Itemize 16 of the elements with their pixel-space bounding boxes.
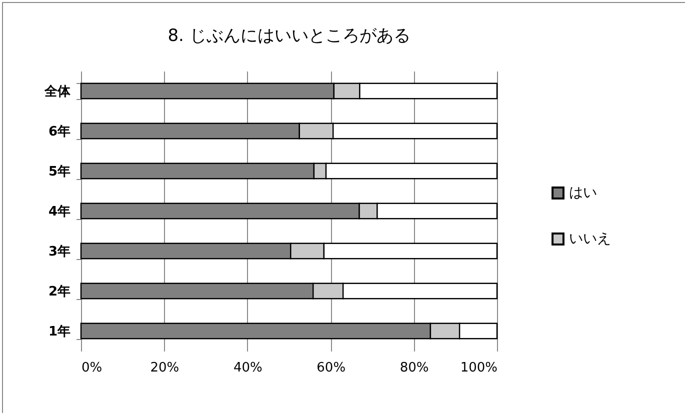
legend-label: いいえ [569,231,611,247]
y-tick-label: 全体 [44,84,72,100]
x-tick-label: 80% [400,360,429,376]
chart-title: 8. じぶんにはいいところがある [168,26,410,46]
y-tick-label: 6年 [48,124,70,140]
y-tick-label: 2年 [48,284,70,300]
legend-label: はい [569,185,597,201]
y-tick-label: 1年 [48,324,70,340]
x-tick-label: 0% [82,360,102,376]
y-tick-label: 5年 [48,164,70,180]
y-tick-label: 4年 [48,204,70,220]
x-tick-label: 100% [460,360,498,376]
y-tick-label: 3年 [48,244,70,260]
x-tick-label: 20% [150,360,180,376]
x-tick-label: 40% [233,360,262,376]
x-tick-label: 60% [316,360,346,376]
